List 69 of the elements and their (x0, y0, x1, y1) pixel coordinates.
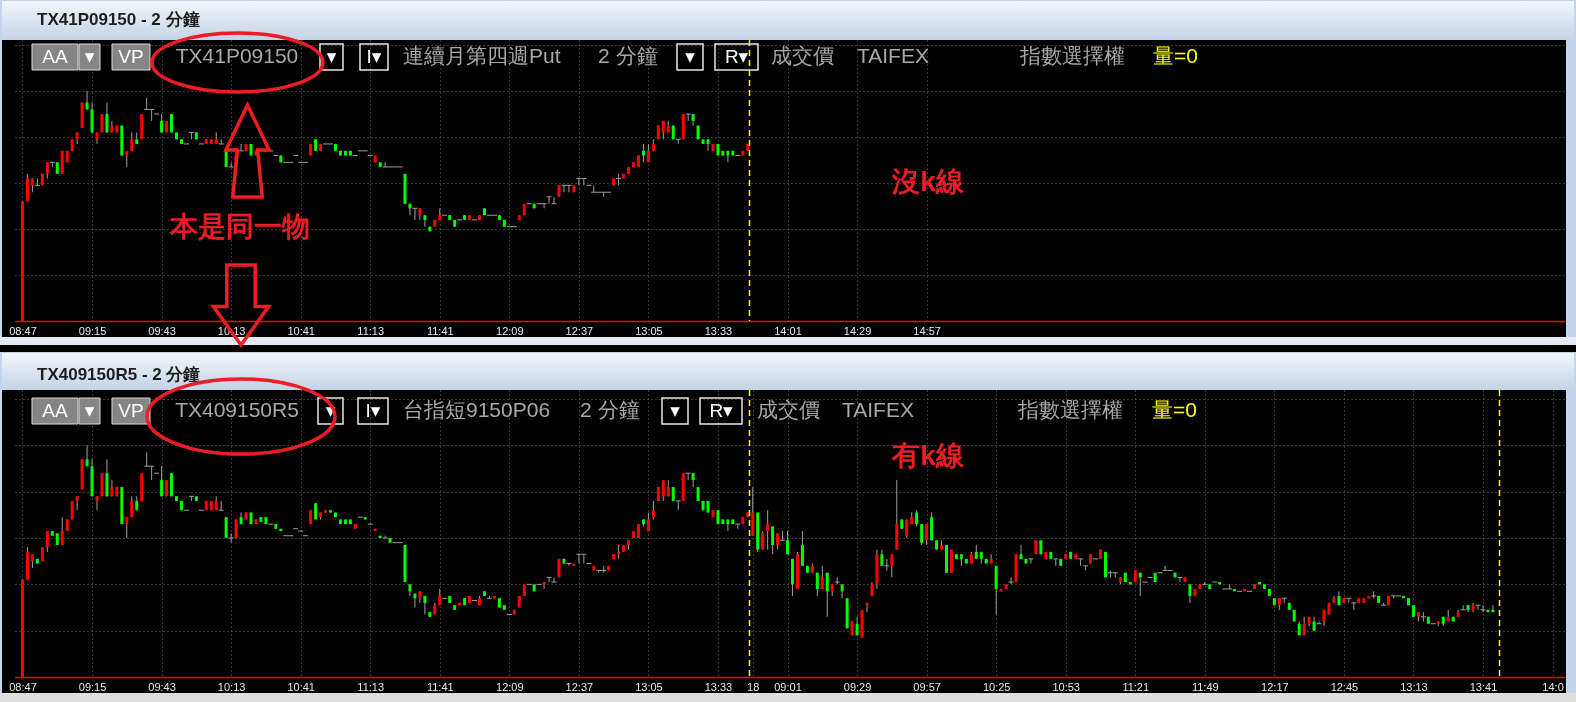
x-tick-label: 10:53 (1052, 680, 1080, 693)
x-tick-label: 12:45 (1330, 680, 1359, 693)
text: 指數選擇權 (1019, 44, 1125, 67)
x-tick-label: 13:33 (704, 324, 733, 337)
x-tick-label: 14:29 (843, 324, 872, 337)
text: 連續月第四週Put (403, 44, 561, 67)
text: 指數選擇權 (1017, 398, 1123, 421)
chart-title: TX41P09150 - 2 分鐘 (37, 10, 200, 29)
x-tick-label: 11:13 (357, 324, 385, 337)
x-tick-label: 08:47 (9, 680, 37, 693)
text: 2 分鐘 (580, 398, 640, 421)
x-tick-label: 09:43 (148, 324, 176, 337)
x-tick-label: 13:13 (1400, 680, 1428, 693)
text: AA (42, 46, 68, 67)
x-tick-label: 14:0 (1542, 680, 1564, 693)
x-tick-label: 09:01 (774, 680, 802, 693)
text: ▾ (84, 400, 95, 421)
x-tick-label: 09:43 (148, 680, 176, 693)
text: ▾ (670, 400, 681, 421)
text: I▾ (365, 400, 381, 421)
x-tick-label: 13:05 (635, 680, 663, 693)
annotation: 本是同一物 (169, 211, 310, 242)
text: R▾ (724, 46, 749, 67)
x-tick-label: 12:09 (496, 324, 524, 337)
text: TX41P09150 (175, 44, 299, 67)
x-tick-label: 09:15 (78, 324, 107, 337)
x-tick-label: 10:13 (217, 680, 246, 693)
text: I▾ (366, 46, 382, 67)
text: ▾ (84, 46, 95, 67)
x-tick-label: 10:41 (287, 680, 315, 693)
x-tick-label: 09:57 (913, 680, 941, 693)
text: ▾ (685, 46, 696, 67)
text: 台指短9150P06 (403, 398, 551, 421)
text: 2 分鐘 (598, 44, 658, 67)
chart-title: TX409150R5 - 2 分鐘 (37, 365, 201, 384)
text: 量=0 (1152, 398, 1197, 421)
text: TX409150R5 (175, 398, 299, 421)
x-tick-label: 13:33 (704, 680, 733, 693)
x-tick-label: 08:47 (9, 324, 37, 337)
x-tick-label: 09:15 (78, 680, 107, 693)
x-tick-label: 11:49 (1191, 680, 1219, 693)
text: AA (42, 400, 68, 421)
x-tick-label: 13:05 (635, 324, 663, 337)
x-tick-label: 13:41 (1469, 680, 1498, 693)
x-tick-label: 12:09 (496, 680, 524, 693)
annotation: 沒k線 (891, 166, 965, 197)
x-tick-label: 12:37 (565, 324, 594, 337)
x-tick-label: 10:25 (982, 680, 1011, 693)
text: 成交價 (757, 398, 820, 421)
text: VP (118, 400, 144, 421)
x-tick-label: 10:41 (287, 324, 315, 337)
x-tick-label: 11:41 (426, 680, 454, 693)
text: R▾ (709, 400, 734, 421)
text: TAIFEX (857, 44, 929, 67)
x-tick-label: 14:57 (913, 324, 941, 337)
text: ▾ (326, 46, 337, 67)
text: 量=0 (1153, 44, 1198, 67)
x-tick-label: 12:37 (565, 680, 594, 693)
x-tick-label: 09:29 (843, 680, 872, 693)
x-tick-label: 14:01 (774, 324, 802, 337)
x-tick-label: 12:17 (1261, 680, 1289, 693)
text: 成交價 (771, 44, 834, 67)
x-tick-label: 11:13 (357, 680, 385, 693)
x-tick-label: 18 (747, 680, 760, 693)
text: VP (118, 46, 144, 67)
x-tick-label: 11:21 (1122, 680, 1150, 693)
annotation: 有k線 (891, 440, 965, 471)
x-tick-label: 11:41 (426, 324, 454, 337)
text: TAIFEX (842, 398, 914, 421)
